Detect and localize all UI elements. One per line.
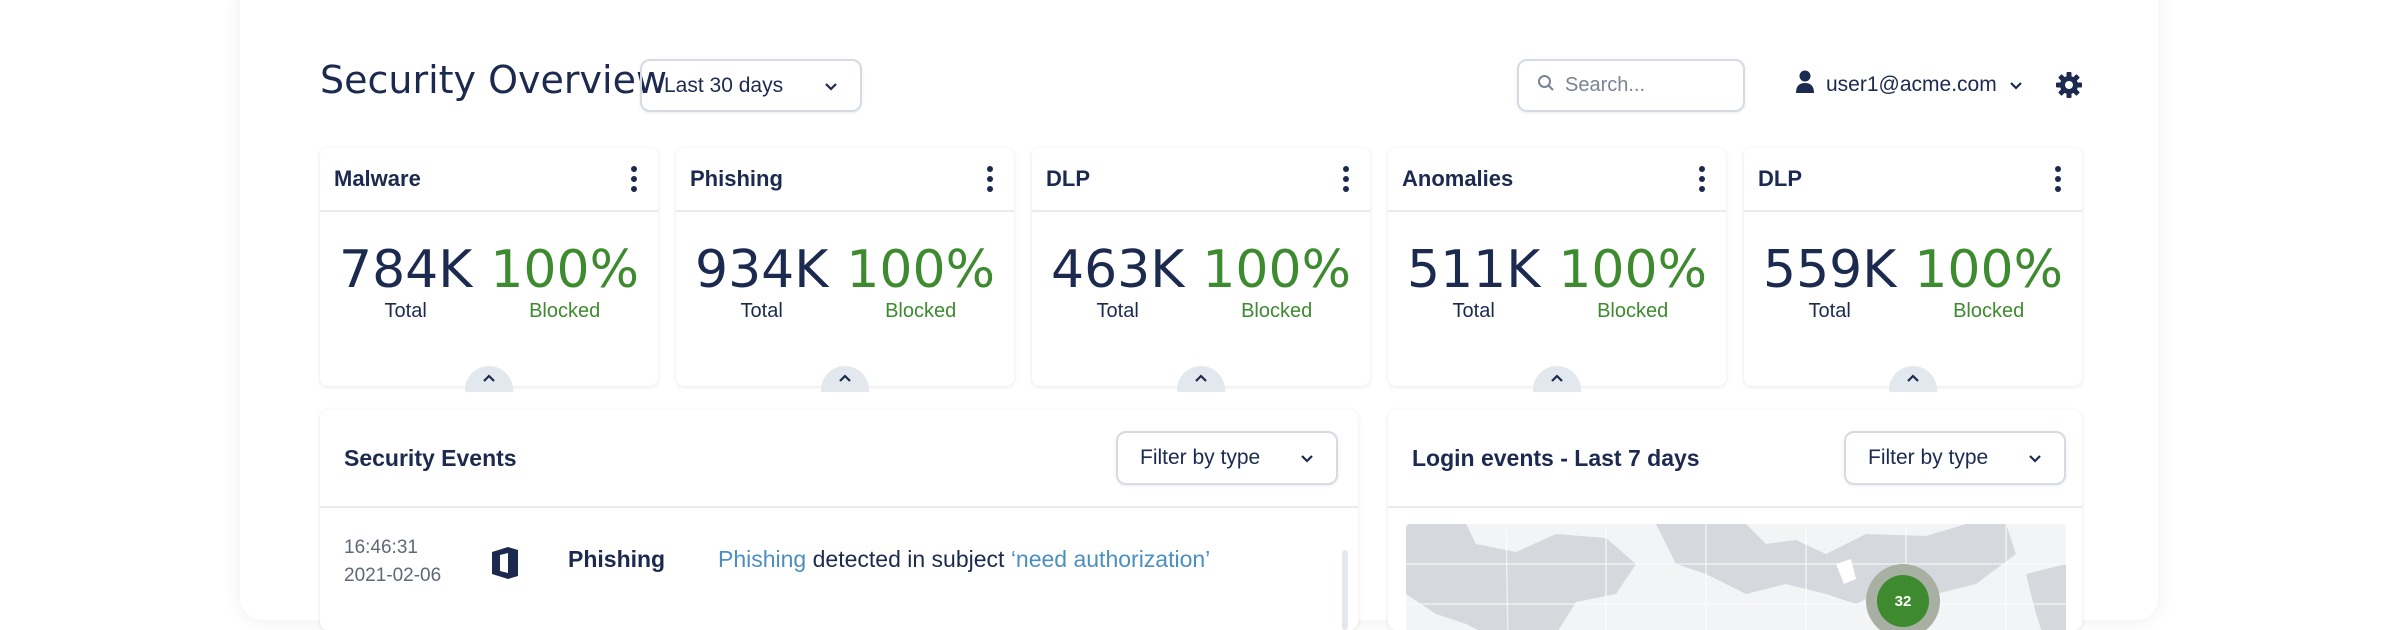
collapse-button[interactable] [821, 366, 869, 392]
blocked-value: 100% [1202, 240, 1351, 300]
blocked-value: 100% [846, 240, 995, 300]
total-label: Total [1808, 300, 1851, 322]
search-box[interactable] [1517, 59, 1745, 112]
stat-card-anomalies: Anomalies 511K Total 100% Blocked [1388, 148, 1726, 392]
event-desc-text: detected in subject [806, 546, 1011, 572]
chevron-down-icon [2028, 446, 2042, 470]
card-title: DLP [1758, 166, 1802, 191]
section-title: Security Events [344, 444, 517, 471]
collapse-button[interactable] [1889, 366, 1937, 392]
map-cluster-marker[interactable]: 32 [1866, 564, 1940, 630]
total-label: Total [384, 300, 427, 322]
stat-card-malware: Malware 784K Total 100% Blocked [320, 148, 658, 392]
date-range-select[interactable]: Last 30 days [640, 59, 862, 112]
stat-card-phishing: Phishing 934K Total 100% Blocked [676, 148, 1014, 392]
more-options-icon[interactable] [1336, 166, 1356, 192]
more-options-icon[interactable] [624, 166, 644, 192]
total-label: Total [1096, 300, 1139, 322]
blocked-value: 100% [490, 240, 639, 300]
blocked-value: 100% [1914, 240, 2063, 300]
card-title: Malware [334, 166, 421, 191]
cluster-count: 32 [1877, 575, 1929, 627]
page-title: Security Overview [320, 58, 668, 102]
card-title: DLP [1046, 166, 1090, 191]
scrollbar[interactable] [1342, 550, 1348, 630]
more-options-icon[interactable] [1692, 166, 1712, 192]
chevron-down-icon [2009, 73, 2023, 97]
collapse-button[interactable] [1177, 366, 1225, 392]
office-icon [490, 546, 520, 585]
chevron-down-icon [1300, 446, 1314, 470]
collapse-button[interactable] [465, 366, 513, 392]
collapse-button[interactable] [1533, 366, 1581, 392]
date-range-value: Last 30 days [664, 73, 784, 97]
total-value: 934K [694, 240, 829, 300]
event-time: 16:46:31 [344, 537, 418, 558]
event-row[interactable]: 16:46:31 2021-02-06 Phishing Phishing de… [320, 508, 1358, 604]
chevron-up-icon [1906, 370, 1920, 388]
chevron-up-icon [838, 370, 852, 388]
user-email: user1@acme.com [1826, 73, 1997, 96]
gear-icon[interactable] [2054, 70, 2084, 100]
stat-card-dlp-2: DLP 559K Total 100% Blocked [1744, 148, 2082, 392]
section-title: Login events - Last 7 days [1412, 444, 1700, 471]
total-label: Total [1452, 300, 1495, 322]
chevron-up-icon [1194, 370, 1208, 388]
filter-label: Filter by type [1868, 446, 1989, 469]
blocked-value: 100% [1558, 240, 1707, 300]
blocked-label: Blocked [529, 300, 601, 322]
map-land-shapes [1406, 524, 2066, 630]
blocked-label: Blocked [1241, 300, 1313, 322]
stat-card-dlp: DLP 463K Total 100% Blocked [1032, 148, 1370, 392]
world-map[interactable]: 32 [1406, 524, 2066, 630]
event-desc-keyword[interactable]: Phishing [718, 546, 807, 572]
chevron-up-icon [1550, 370, 1564, 388]
blocked-label: Blocked [1597, 300, 1669, 322]
total-value: 559K [1762, 240, 1897, 300]
total-value: 463K [1050, 240, 1185, 300]
security-events-panel: Security Events Filter by type 16:46:31 … [320, 410, 1358, 630]
search-input[interactable] [1565, 74, 1715, 97]
total-value: 511K [1406, 240, 1541, 300]
filter-label: Filter by type [1140, 446, 1261, 469]
search-icon [1537, 74, 1555, 97]
card-title: Phishing [690, 166, 783, 191]
blocked-label: Blocked [1953, 300, 2025, 322]
login-events-panel: Login events - Last 7 days Filter by typ… [1388, 410, 2082, 630]
event-type: Phishing [568, 546, 666, 572]
total-value: 784K [338, 240, 473, 300]
event-date: 2021-02-06 [344, 565, 442, 586]
blocked-label: Blocked [885, 300, 957, 322]
more-options-icon[interactable] [980, 166, 1000, 192]
filter-by-type-select[interactable]: Filter by type [1116, 431, 1338, 485]
chevron-down-icon [824, 74, 838, 98]
event-description: Phishing detected in subject ‘need autho… [718, 546, 1210, 573]
event-timestamp: 16:46:31 2021-02-06 [344, 534, 441, 590]
more-options-icon[interactable] [2048, 166, 2068, 192]
user-icon [1796, 70, 1814, 100]
event-desc-subject[interactable]: ‘need authorization’ [1010, 546, 1211, 572]
card-title: Anomalies [1402, 166, 1514, 191]
chevron-up-icon [482, 370, 496, 388]
total-label: Total [740, 300, 783, 322]
filter-by-type-select[interactable]: Filter by type [1844, 431, 2066, 485]
user-menu[interactable]: user1@acme.com [1796, 68, 2023, 102]
